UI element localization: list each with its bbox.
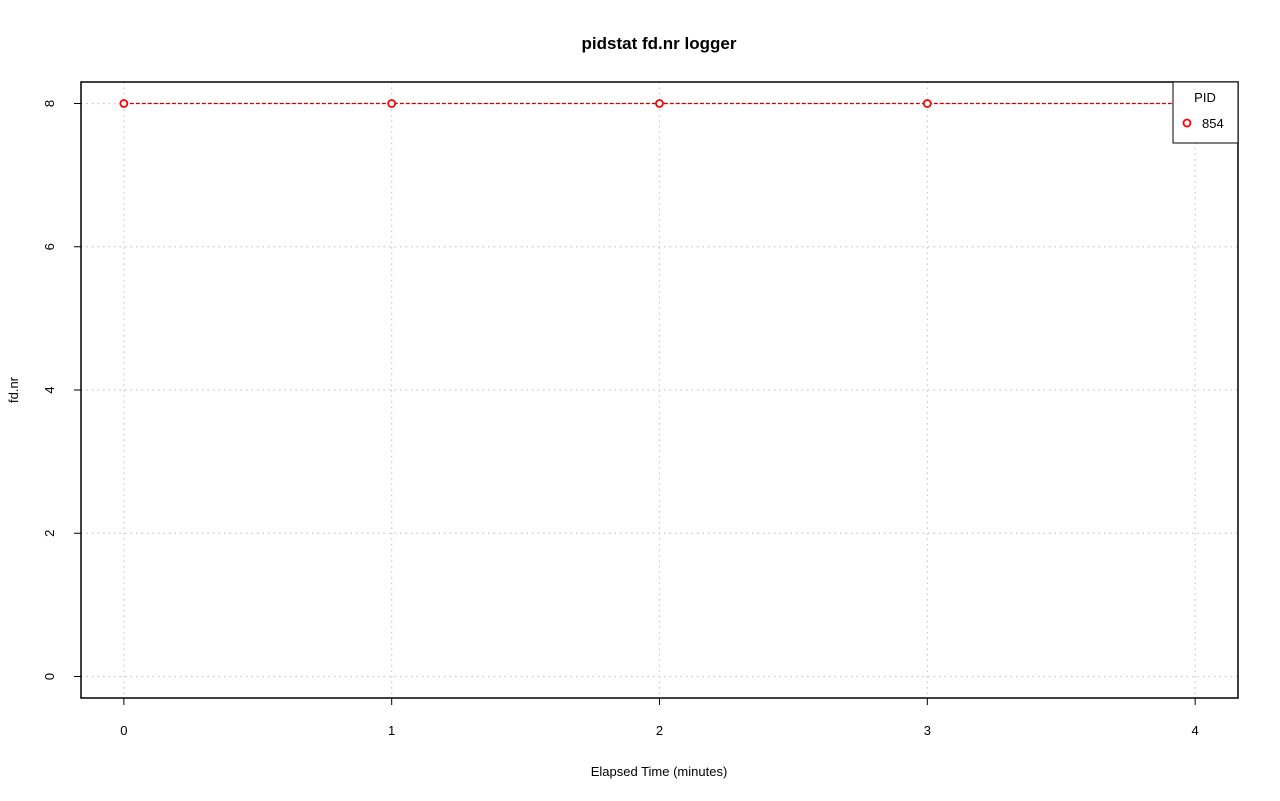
data-point — [387, 99, 397, 108]
x-tick-label: 2 — [656, 723, 663, 738]
y-tick-label: 4 — [42, 386, 57, 393]
x-axis-label: Elapsed Time (minutes) — [591, 764, 728, 779]
x-axis: 0 1 2 3 4 — [120, 698, 1199, 738]
data-point — [655, 99, 664, 108]
series-layer — [119, 99, 1200, 108]
grid — [81, 82, 1238, 698]
chart-title: pidstat fd.nr logger — [582, 34, 737, 53]
legend-title: PID — [1194, 90, 1216, 105]
x-tick-label: 4 — [1192, 723, 1199, 738]
y-tick-label: 0 — [42, 673, 57, 680]
data-point — [922, 99, 932, 108]
legend-entry-label: 854 — [1202, 116, 1224, 131]
x-tick-label: 0 — [120, 723, 127, 738]
y-tick-label: 2 — [42, 530, 57, 537]
legend-marker — [1182, 118, 1192, 128]
y-axis-label: fd.nr — [6, 376, 21, 403]
x-tick-label: 1 — [388, 723, 395, 738]
data-point — [119, 99, 129, 108]
legend-box — [1172, 81, 1239, 144]
y-axis: 0 2 4 6 8 — [42, 100, 81, 680]
x-tick-label: 3 — [924, 723, 931, 738]
legend: PID 854 — [1172, 81, 1239, 144]
y-tick-label: 6 — [42, 243, 57, 250]
y-tick-label: 8 — [42, 100, 57, 107]
